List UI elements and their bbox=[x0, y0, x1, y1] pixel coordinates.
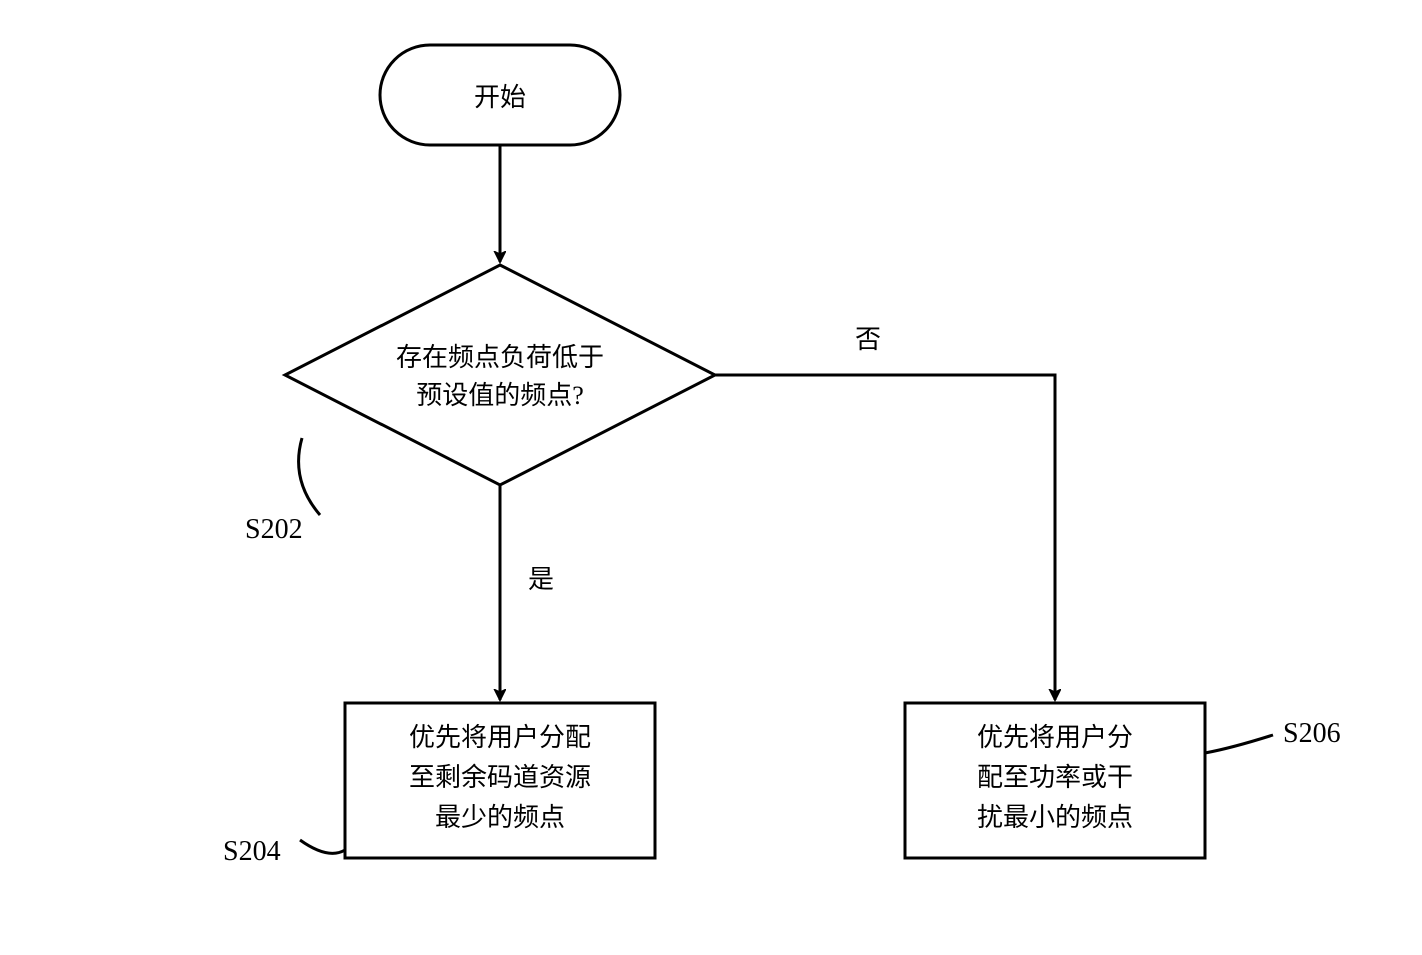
callout-s202: S202 bbox=[245, 438, 320, 545]
edge-decision-no: 否 bbox=[715, 325, 1055, 700]
decision-line1: 存在频点负荷低于 bbox=[396, 343, 604, 372]
no-line2: 配至功率或干 bbox=[977, 763, 1133, 792]
label-s202: S202 bbox=[245, 514, 303, 545]
node-yes-box: 优先将用户分配 至剩余码道资源 最少的频点 bbox=[345, 703, 655, 858]
edge-yes-label: 是 bbox=[528, 565, 554, 594]
yes-line2: 至剩余码道资源 bbox=[409, 763, 591, 792]
start-text: 开始 bbox=[474, 83, 526, 112]
edge-no-label: 否 bbox=[855, 325, 881, 354]
edge-decision-yes: 是 bbox=[500, 485, 554, 700]
yes-line3: 最少的频点 bbox=[435, 803, 565, 832]
node-no-box: 优先将用户分 配至功率或干 扰最小的频点 bbox=[905, 703, 1205, 858]
callout-s204: S204 bbox=[223, 836, 345, 867]
label-s204: S204 bbox=[223, 836, 281, 867]
label-s206: S206 bbox=[1283, 718, 1341, 749]
decision-shape bbox=[285, 265, 715, 485]
callout-s206: S206 bbox=[1205, 718, 1341, 753]
node-decision: 存在频点负荷低于 预设值的频点? bbox=[285, 265, 715, 485]
flowchart-svg: 开始 存在频点负荷低于 预设值的频点? S202 是 否 优先将用户分配 至剩余… bbox=[0, 0, 1422, 955]
decision-line2: 预设值的频点? bbox=[416, 381, 584, 410]
no-line3: 扰最小的频点 bbox=[977, 803, 1133, 832]
no-line1: 优先将用户分 bbox=[977, 723, 1133, 752]
node-start: 开始 bbox=[380, 45, 620, 145]
yes-line1: 优先将用户分配 bbox=[409, 723, 591, 752]
